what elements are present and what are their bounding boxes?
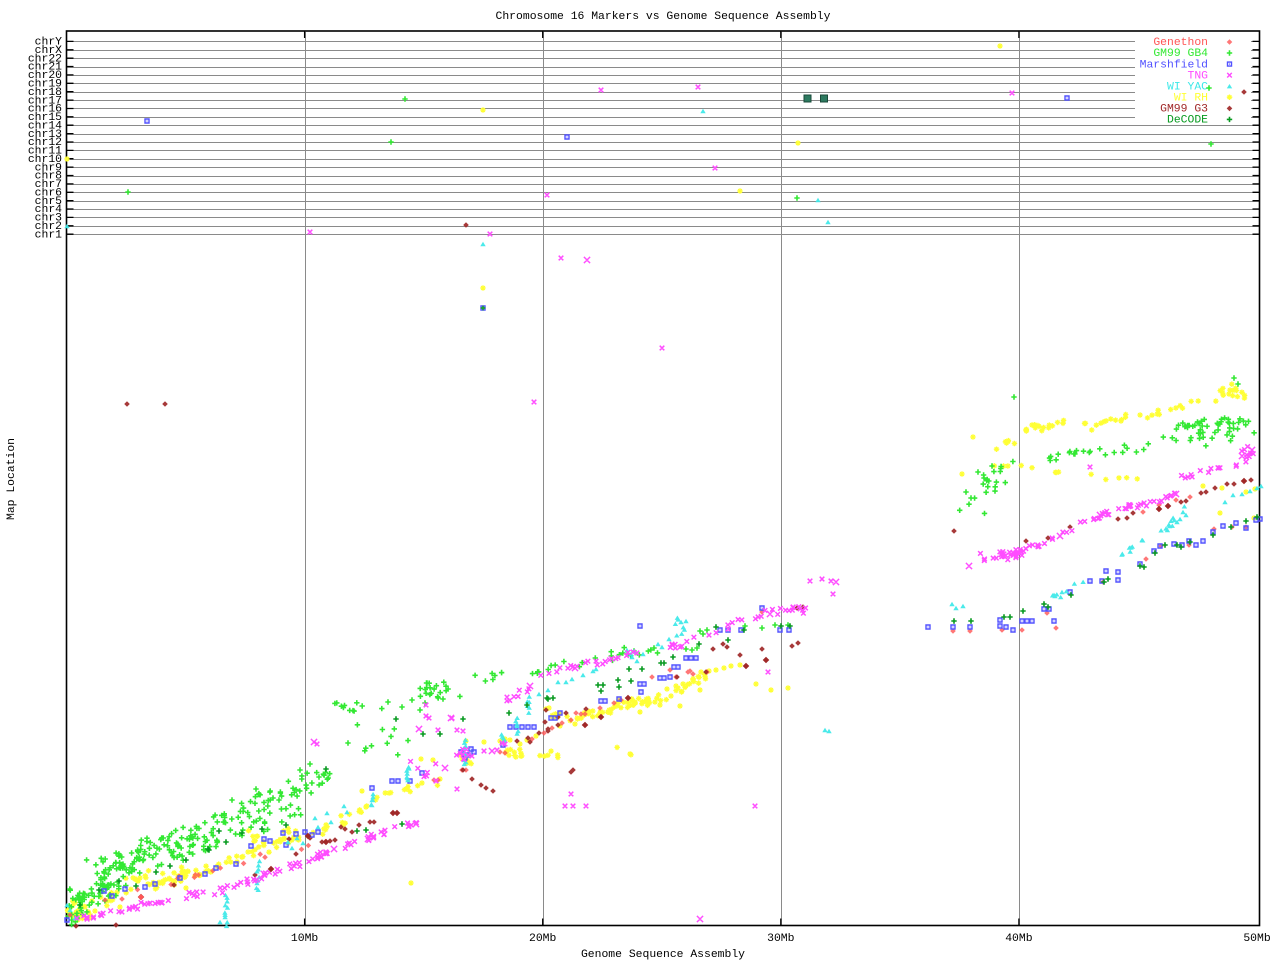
svg-text:chr6: chr6 <box>35 188 63 200</box>
svg-text:20Mb: 20Mb <box>529 933 557 945</box>
svg-text:chr3: chr3 <box>35 213 63 225</box>
svg-text:chrX: chrX <box>35 45 63 57</box>
svg-text:GM99 GB4: GM99 GB4 <box>1153 48 1208 60</box>
svg-text:chr16: chr16 <box>28 104 62 116</box>
svg-text:chr8: chr8 <box>35 171 63 183</box>
svg-text:chr19: chr19 <box>28 79 62 91</box>
svg-text:chr11: chr11 <box>28 146 62 158</box>
svg-text:chr14: chr14 <box>28 120 62 132</box>
svg-text:Marshfield: Marshfield <box>1140 59 1208 71</box>
svg-text:WI YAC: WI YAC <box>1167 81 1208 93</box>
svg-text:chr1: chr1 <box>35 229 63 241</box>
svg-text:chr18: chr18 <box>28 87 62 99</box>
svg-text:DeCODE: DeCODE <box>1167 115 1208 127</box>
svg-text:chr17: chr17 <box>28 95 62 107</box>
svg-text:chr5: chr5 <box>35 196 63 208</box>
svg-text:WI RH: WI RH <box>1174 93 1208 105</box>
svg-text:chr4: chr4 <box>35 204 63 216</box>
svg-text:chr12: chr12 <box>28 137 62 149</box>
svg-text:30Mb: 30Mb <box>767 933 795 945</box>
svg-text:10Mb: 10Mb <box>291 933 319 945</box>
svg-text:chr13: chr13 <box>28 129 62 141</box>
svg-text:50Mb: 50Mb <box>1243 933 1271 945</box>
svg-text:chr21: chr21 <box>28 62 62 74</box>
svg-text:40Mb: 40Mb <box>1005 933 1033 945</box>
svg-text:chr9: chr9 <box>35 162 63 174</box>
svg-text:chr7: chr7 <box>35 179 62 191</box>
svg-text:Map Location: Map Location <box>6 438 18 520</box>
svg-text:Genethon: Genethon <box>1153 37 1208 49</box>
svg-text:chrY: chrY <box>35 37 63 49</box>
svg-text:Genome Sequence Assembly: Genome Sequence Assembly <box>581 949 745 960</box>
svg-text:chr20: chr20 <box>28 70 62 82</box>
svg-text:Chromosome 16 Markers vs Genom: Chromosome 16 Markers vs Genome Sequence… <box>496 11 831 23</box>
svg-text:chr2: chr2 <box>35 221 63 233</box>
svg-text:TNG: TNG <box>1187 70 1208 82</box>
svg-text:chr10: chr10 <box>28 154 62 166</box>
svg-text:chr22: chr22 <box>28 53 62 65</box>
svg-text:chr15: chr15 <box>28 112 62 124</box>
svg-text:GM99 G3: GM99 G3 <box>1160 104 1208 116</box>
